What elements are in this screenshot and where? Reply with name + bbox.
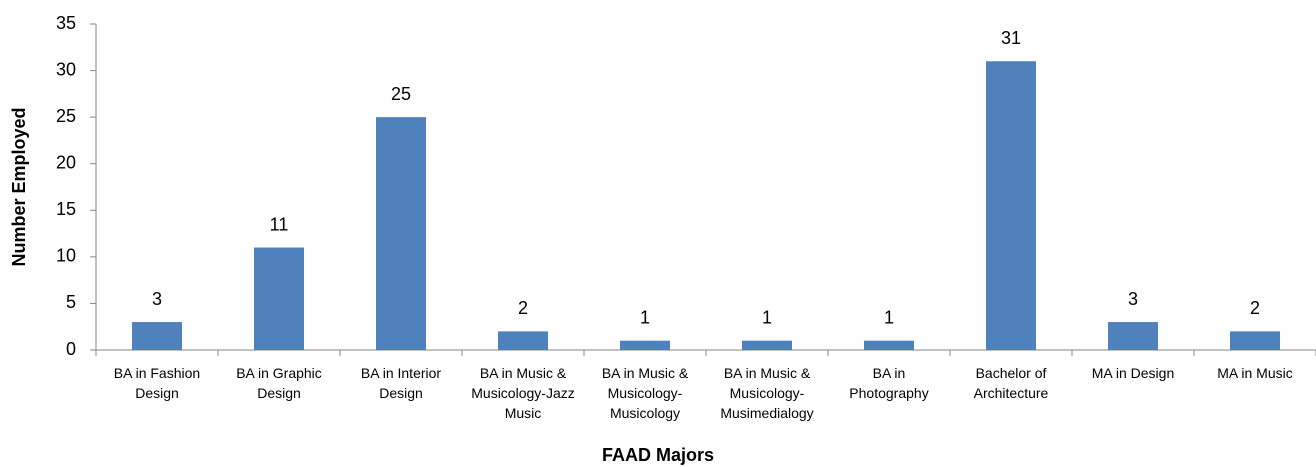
value-label: 3 [1128, 289, 1138, 309]
bar [376, 117, 426, 351]
x-tick-label: MA in Design [1091, 365, 1175, 381]
bar [742, 340, 792, 350]
bar [1230, 331, 1280, 350]
value-label: 2 [518, 298, 528, 318]
y-tick-label: 5 [66, 292, 76, 312]
value-label: 11 [270, 214, 289, 234]
x-tick-label: BA in Fashion Design [113, 365, 201, 401]
x-axis-title: FAAD Majors [602, 445, 714, 465]
bar [864, 340, 914, 350]
y-tick-label: 20 [56, 152, 76, 172]
x-tick-label: MA in Music [1217, 365, 1293, 381]
x-tick-label: BA in Graphic Design [236, 365, 322, 401]
y-axis-title: Number Employed [9, 107, 29, 266]
value-label: 1 [884, 307, 894, 327]
x-tick-label: BA in Music & Musicology-Jazz Music [471, 365, 575, 421]
value-label: 3 [152, 289, 162, 309]
x-tick-label: BA in Photography [849, 365, 929, 401]
bar [1108, 322, 1158, 350]
x-tick-label: BA in Interior Design [360, 365, 442, 401]
y-tick-label: 15 [56, 199, 76, 219]
x-tick-label: Bachelor of Architecture [973, 365, 1049, 401]
bar [132, 322, 182, 350]
value-label: 1 [762, 307, 772, 327]
value-label: 1 [640, 307, 650, 327]
y-tick-label: 30 [56, 59, 76, 79]
y-tick-label: 10 [56, 246, 76, 266]
value-label: 2 [1250, 298, 1260, 318]
bar [254, 247, 304, 350]
x-tick-label: BA in Music & Musicology-Musimedialogy [720, 365, 814, 421]
bar [498, 331, 548, 350]
value-label: 31 [1001, 28, 1021, 48]
y-tick-label: 0 [66, 339, 76, 359]
y-tick-label: 35 [56, 13, 76, 33]
bar [620, 340, 670, 350]
y-tick-label: 25 [56, 106, 76, 126]
x-tick-label: BA in Music & Musicology-Musicology [601, 365, 689, 421]
bar [986, 61, 1036, 350]
value-label: 25 [391, 84, 411, 104]
